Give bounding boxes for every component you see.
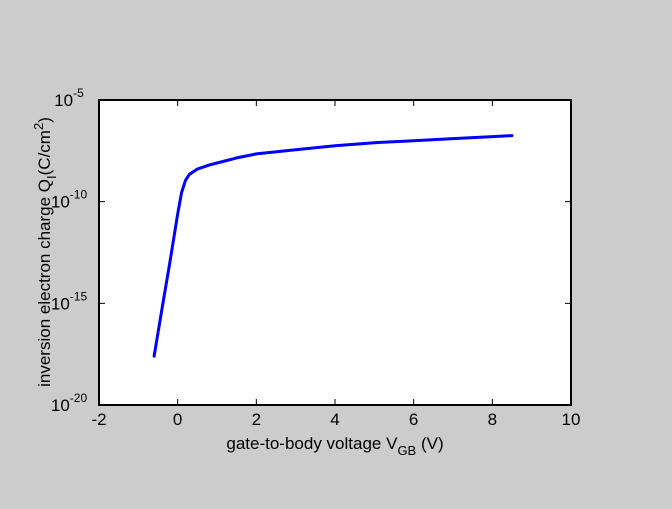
x-tick-label: 2 (252, 410, 261, 429)
x-tick-label: -2 (91, 410, 106, 429)
y-axis-label: inversion electron charge QI(C/cm2) (31, 117, 59, 387)
y-tick-label-exp: -10 (70, 188, 88, 202)
y-tick-label-base: 10 (51, 193, 70, 212)
y-axis-label-sup: 2 (31, 123, 46, 130)
y-tick-label-exp: -15 (70, 289, 88, 303)
x-tick-label: 4 (330, 410, 339, 429)
x-axis-label-suffix: (V) (416, 434, 443, 453)
x-tick-label: 8 (488, 410, 497, 429)
series-line (152, 134, 514, 358)
y-tick-label-base: 10 (51, 294, 70, 313)
y-axis-label-mid: (C/cm (35, 130, 54, 175)
data-layer (152, 134, 514, 358)
y-axis-label-suffix: ) (35, 117, 54, 123)
y-tick-label: 10-5 (54, 86, 84, 110)
plot-area (99, 100, 571, 405)
y-axis-label-text: inversion electron charge Q (35, 179, 54, 387)
x-tick-label: 10 (562, 410, 581, 429)
y-tick-label: 10-10 (51, 188, 88, 212)
y-tick-label: 10-15 (51, 289, 88, 313)
x-axis-label: gate-to-body voltage VGB (V) (226, 434, 443, 458)
plot-frame (98, 99, 572, 406)
x-axis-label-text: gate-to-body voltage V (226, 434, 398, 453)
y-tick-label-exp: -5 (73, 86, 84, 100)
x-axis-label-sub: GB (397, 443, 416, 458)
x-tick-label: 0 (173, 410, 182, 429)
x-tick-label: 6 (409, 410, 418, 429)
y-tick-label: 10-20 (51, 391, 88, 415)
y-tick-label-base: 10 (54, 91, 73, 110)
y-tick-label-base: 10 (51, 396, 70, 415)
y-tick-label-exp: -20 (70, 391, 88, 405)
y-axis-label-sub: I (44, 175, 59, 179)
